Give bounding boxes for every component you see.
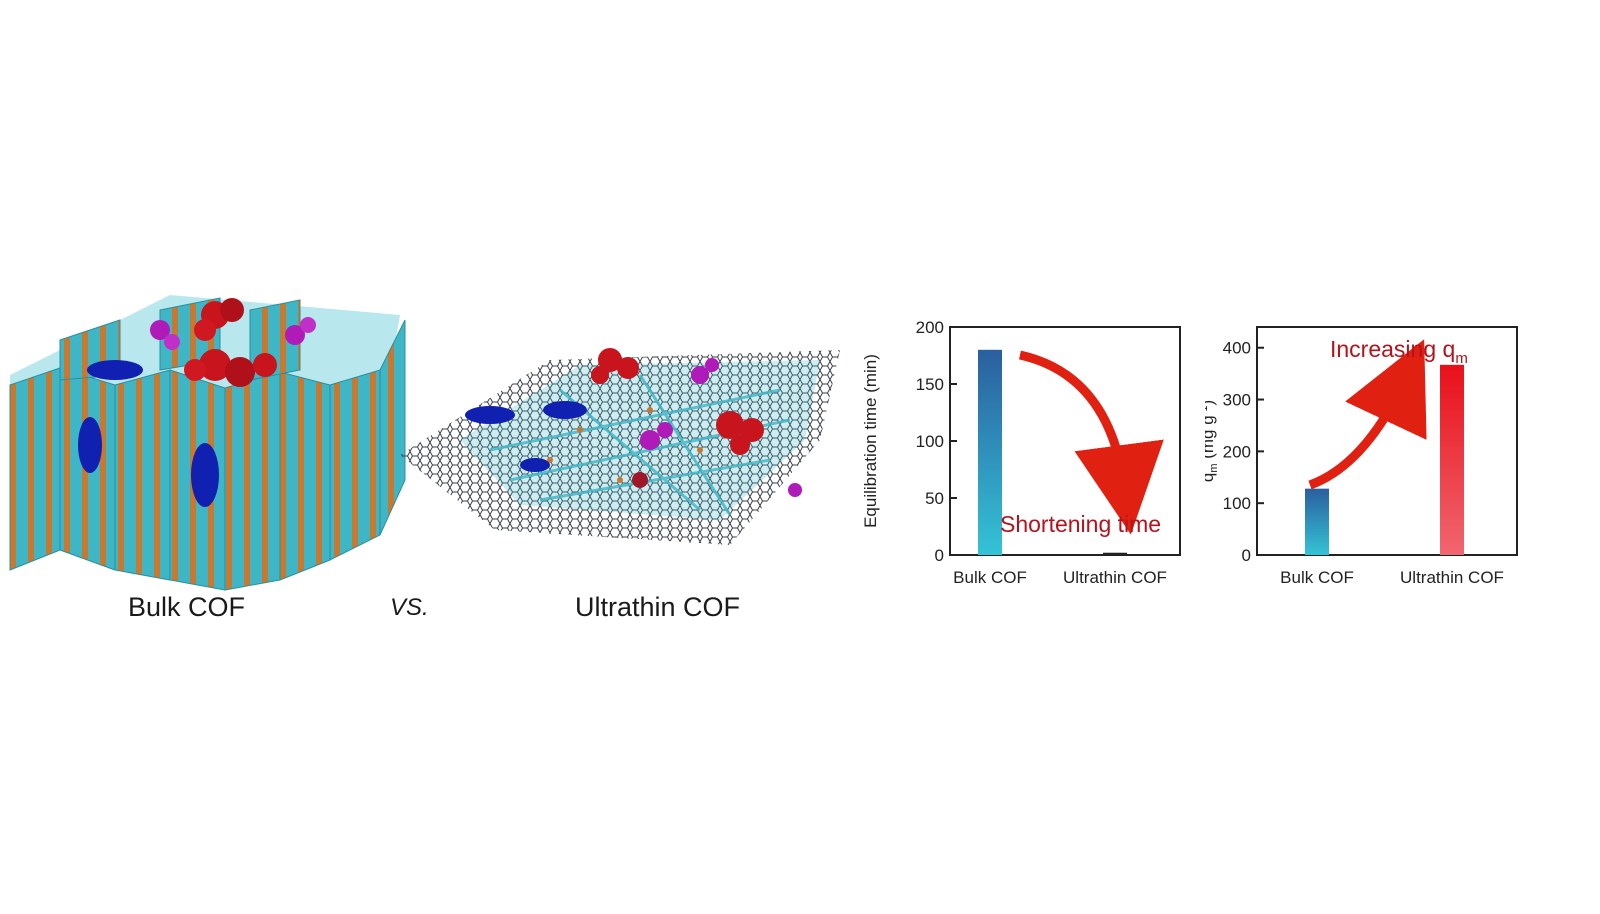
ultrathin-cof-sheet-image — [400, 348, 840, 545]
y-tick-label: 0 — [1242, 546, 1251, 565]
bar-bulk-cof — [1305, 488, 1329, 555]
bulk-cof-illustration — [0, 280, 420, 620]
y-axis-label: qm (mg g-1) — [1205, 400, 1220, 482]
molecule-purple — [640, 358, 802, 497]
x-tick-label: Ultrathin COF — [1400, 568, 1504, 587]
y-tick-label: 300 — [1223, 391, 1251, 410]
y-tick-label: 100 — [1223, 494, 1251, 513]
x-tick-label: Bulk COF — [1280, 568, 1354, 587]
down-arrow — [1019, 350, 1164, 535]
x-tick-label: Ultrathin COF — [1063, 568, 1167, 587]
bulk-cof-structure-image — [9, 295, 406, 591]
caption-ultrathin-cof: Ultrathin COF — [575, 592, 741, 622]
up-arrow — [1308, 339, 1427, 490]
plot-frame — [1256, 326, 1518, 556]
caption-vs: VS. — [390, 594, 429, 621]
caption-bulk-cof: Bulk COF — [128, 592, 246, 622]
y-tick-label: 200 — [916, 318, 944, 337]
equilibration-time-chart: 0 50 100 150 200 Bulk COF Ultrathin COF Equil… — [860, 315, 1220, 615]
bar-ultrathin-cof — [1103, 552, 1127, 555]
ultrathin-cof-illustration — [400, 330, 850, 560]
qm-chart: 0 100 200 300 400 Bulk COF Ultrathin COF qm (… — [1198, 315, 1575, 615]
y-tick-label: 400 — [1223, 339, 1251, 358]
annotation-increasing-qm: Increasing qm — [1330, 336, 1468, 367]
bar-bulk-cof — [978, 349, 1002, 555]
molecule-red — [591, 348, 764, 488]
y-tick-label: 200 — [1223, 442, 1251, 461]
y-tick-label: 150 — [916, 375, 944, 394]
molecule-purple — [150, 317, 316, 350]
bar-ultrathin-cof — [1440, 364, 1464, 555]
y-tick-label: 100 — [916, 432, 944, 451]
x-tick-label: Bulk COF — [953, 568, 1027, 587]
y-axis-label: Equilibration time (min) — [861, 354, 880, 528]
y-tick-label: 50 — [925, 489, 944, 508]
molecule-blue — [78, 360, 219, 507]
y-tick-label: 0 — [935, 546, 944, 565]
molecule-red — [184, 298, 277, 387]
qm-chart-svg: 0 100 200 300 400 Bulk COF Ultrathin COF qm (… — [1198, 326, 1518, 587]
annotation-shortening-time: Shortening time — [1000, 511, 1161, 537]
equilibration-time-chart-svg: 0 50 100 150 200 Bulk COF Ultrathin COF Equil… — [861, 318, 1181, 587]
molecule-blue — [465, 401, 587, 472]
